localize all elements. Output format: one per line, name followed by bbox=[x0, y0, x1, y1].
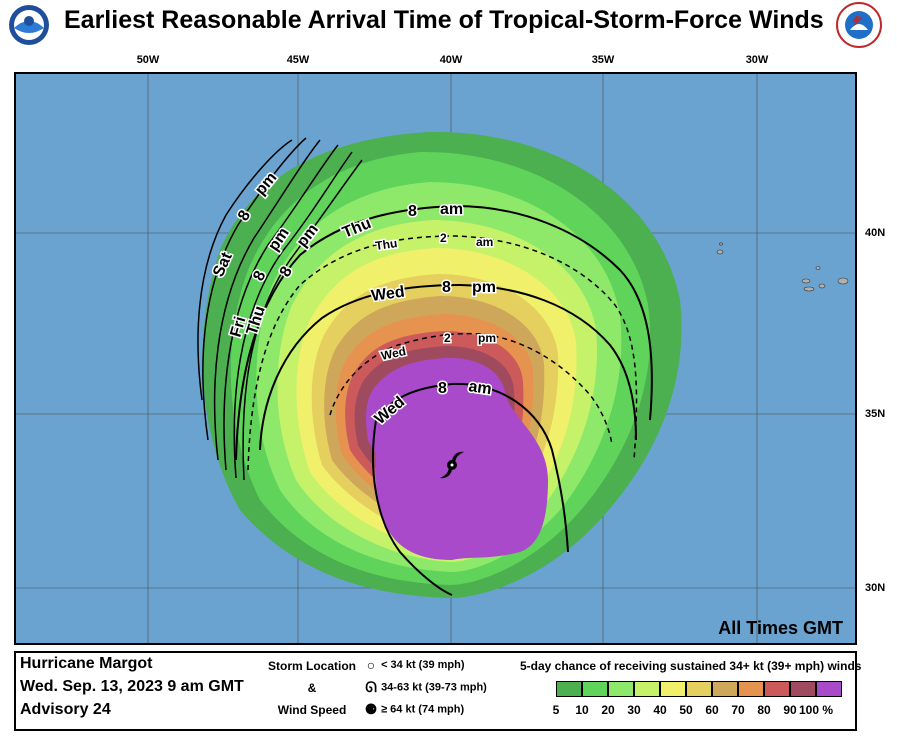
probability-ticks: 5 10 20 30 40 50 60 70 80 90 100 % bbox=[543, 703, 863, 719]
label-thu-8am-ampm: am bbox=[440, 201, 463, 218]
label-wed-8am-hour: 8 bbox=[438, 380, 447, 397]
lat-label-35n: 35N bbox=[865, 408, 886, 420]
label-thu-2am-hour: 2 bbox=[440, 231, 447, 245]
noaa-logo bbox=[9, 5, 49, 45]
lon-label-35w: 35W bbox=[591, 54, 615, 66]
contour-wed-8am bbox=[372, 382, 569, 596]
hurricane-icon bbox=[440, 451, 464, 479]
prob-core bbox=[375, 358, 548, 560]
label-wed-8pm-hour: 8 bbox=[442, 279, 451, 296]
hurricane-legend-icon: ⚈ bbox=[364, 701, 378, 717]
probability-swatch bbox=[790, 681, 816, 697]
probability-tick-label: 10 bbox=[575, 703, 589, 717]
label-thu-2am-ampm: am bbox=[476, 235, 493, 249]
lon-label-40w: 40W bbox=[439, 54, 463, 66]
probability-swatch bbox=[686, 681, 712, 697]
contour-sat-8pm bbox=[202, 137, 307, 441]
legend-row-hurricane-label: ≥ 64 kt (74 mph) bbox=[381, 703, 465, 716]
probability-tick-label: 60 bbox=[705, 703, 719, 717]
contour-thu-8pm bbox=[242, 159, 363, 481]
contour-fri-8pm bbox=[223, 144, 339, 471]
legend-row-hurricane: ⚈ ≥ 64 kt (74 mph) bbox=[364, 701, 464, 718]
label-wed-2pm-day: Wed bbox=[380, 344, 407, 363]
legend-row-weak: ○ < 34 kt (39 mph) bbox=[364, 657, 465, 673]
probability-tick-label: 5 bbox=[552, 703, 560, 717]
all-times-gmt-note: All Times GMT bbox=[718, 618, 843, 638]
legend-row-tropical-storm: ᘏ 34-63 kt (39-73 mph) bbox=[364, 679, 487, 696]
wind-speed-heading: Wind Speed bbox=[277, 703, 347, 717]
contour-fri-2 bbox=[213, 139, 321, 461]
probability-swatch bbox=[738, 681, 764, 697]
probability-shading bbox=[202, 131, 682, 598]
probability-swatch bbox=[582, 681, 608, 697]
lat-label-40n: 40N bbox=[865, 227, 886, 239]
header: Earliest Reasonable Arrival Time of Trop… bbox=[0, 0, 897, 48]
probability-tick-label: 40 bbox=[653, 703, 667, 717]
probability-tick-label: 70 bbox=[731, 703, 745, 717]
legend-row-weak-label: < 34 kt (39 mph) bbox=[381, 658, 465, 671]
tropical-storm-icon: ᘏ bbox=[365, 679, 377, 695]
storm-location-heading: Storm Location bbox=[267, 659, 356, 673]
probability-swatches bbox=[556, 681, 842, 697]
lon-label-50w: 50W bbox=[136, 54, 160, 66]
storm-name: Hurricane Margot bbox=[20, 655, 153, 672]
lat-label-30n: 30N bbox=[865, 582, 886, 594]
storm-advisory: Advisory 24 bbox=[20, 701, 111, 718]
probability-tick-label: 50 bbox=[679, 703, 693, 717]
label-wed-2pm-ampm: pm bbox=[478, 331, 496, 345]
probability-swatch bbox=[634, 681, 660, 697]
page-title: Earliest Reasonable Arrival Time of Trop… bbox=[64, 6, 824, 34]
label-wed-8am-ampm: am bbox=[467, 378, 492, 398]
contour-sat-2 bbox=[197, 139, 293, 401]
map-panel: Wed 8 am Wed 2 pm Wed 8 pm Thu 2 am Thu … bbox=[14, 72, 857, 645]
probability-swatch bbox=[608, 681, 634, 697]
probability-swatch bbox=[660, 681, 686, 697]
label-thu-8am-hour: 8 bbox=[408, 203, 417, 220]
probability-swatch bbox=[556, 681, 582, 697]
legend-footer: Hurricane Margot Wed. Sep. 13, 2023 9 am… bbox=[14, 651, 861, 731]
probability-tick-label: 90 bbox=[783, 703, 797, 717]
probability-tick-label: 80 bbox=[757, 703, 771, 717]
label-wed-8pm-ampm: pm bbox=[472, 279, 496, 296]
lon-label-30w: 30W bbox=[745, 54, 769, 66]
probability-tick-label: 20 bbox=[601, 703, 615, 717]
nws-logo bbox=[836, 2, 882, 48]
probability-swatch bbox=[712, 681, 738, 697]
label-thu-2am-day: Thu bbox=[374, 236, 398, 253]
storm-datetime: Wed. Sep. 13, 2023 9 am GMT bbox=[20, 678, 244, 695]
legend-row-ts-label: 34-63 kt (39-73 mph) bbox=[381, 681, 487, 694]
contour-thu-2 bbox=[233, 151, 353, 479]
probability-swatch bbox=[816, 681, 842, 697]
probability-legend-title: 5-day chance of receiving sustained 34+ … bbox=[520, 659, 862, 673]
map-canvas: Wed 8 am Wed 2 pm Wed 8 pm Thu 2 am Thu … bbox=[16, 74, 855, 643]
probability-swatch bbox=[764, 681, 790, 697]
probability-tick-label: 100 % bbox=[798, 703, 834, 717]
label-wed-2pm-hour: 2 bbox=[444, 331, 451, 345]
lon-label-45w: 45W bbox=[286, 54, 310, 66]
arrival-contours bbox=[197, 137, 653, 596]
contour-wed-8pm bbox=[259, 283, 637, 451]
storm-location-amp: & bbox=[307, 681, 317, 695]
open-circle-icon: ○ bbox=[366, 657, 376, 673]
contour-wed-2pm bbox=[329, 332, 613, 446]
contour-thu-2am bbox=[247, 235, 638, 471]
azores-islands bbox=[716, 242, 849, 292]
probability-tick-label: 30 bbox=[627, 703, 641, 717]
